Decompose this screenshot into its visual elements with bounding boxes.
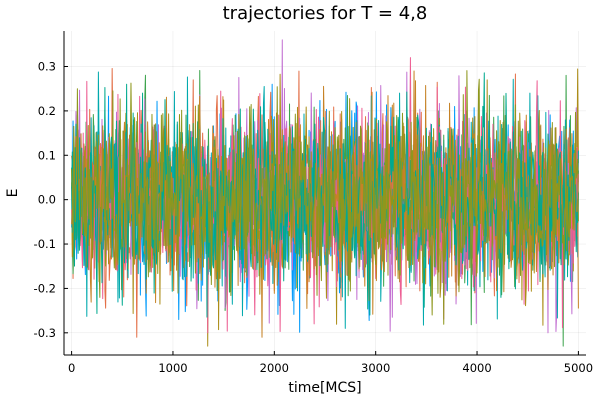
series-line (71, 70, 579, 325)
y-tick-label: -0.1 (34, 237, 56, 251)
y-tick-label: 0.0 (38, 193, 56, 207)
y-tick-label: 0.1 (38, 148, 56, 162)
x-tick-label: 4000 (462, 361, 491, 375)
y-tick-label: -0.2 (34, 281, 56, 295)
x-tick-label: 2000 (260, 361, 289, 375)
x-tick-label: 0 (68, 361, 75, 375)
series-line (71, 72, 579, 318)
chart-title: trajectories for T = 4,8 (223, 3, 428, 24)
x-tick-label: 1000 (158, 361, 187, 375)
y-tick-label: 0.2 (38, 104, 56, 118)
y-tick-label: 0.3 (38, 60, 56, 74)
y-axis-label: E (5, 189, 21, 198)
x-tick-label: 5000 (564, 361, 593, 375)
plot-area (71, 39, 579, 347)
y-tick-label: -0.3 (34, 326, 56, 340)
axes (63, 31, 586, 356)
x-axis-label: time[MCS] (288, 380, 361, 396)
x-tick-label: 3000 (361, 361, 390, 375)
tick-labels: 0 1000 2000 3000 4000 5000 -0.3 -0.2 -0.1 0.0 0.1 0… (34, 60, 593, 375)
